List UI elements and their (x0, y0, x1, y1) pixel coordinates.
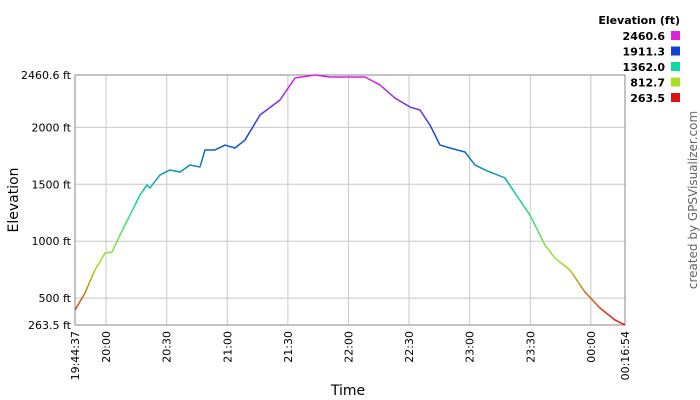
credit: created by GPSVisualizer.com (686, 111, 700, 289)
x-tick-label: 22:00 (342, 331, 355, 363)
y-tick-label: 2000 ft (32, 121, 72, 134)
y-axis-title: Elevation (6, 167, 22, 232)
legend-label: 263.5 (630, 92, 665, 105)
x-tick-label: 19:44:37 (69, 331, 82, 380)
legend-swatch (671, 62, 680, 71)
x-tick-label: 23:30 (524, 331, 537, 363)
legend-label: 1362.0 (623, 61, 666, 74)
x-tick-label: 20:00 (100, 331, 113, 363)
elevation-line (74, 74, 626, 326)
legend-label: 812.7 (630, 77, 665, 90)
plot-frame (74, 74, 626, 326)
x-axis-title: Time (330, 383, 365, 399)
legend-swatch (671, 31, 680, 40)
x-tick-label: 00:00 (585, 331, 598, 363)
x-tick-label: 23:00 (464, 331, 477, 363)
legend-label: 1911.3 (623, 46, 665, 59)
y-tick-label: 1500 ft (32, 178, 72, 191)
legend-title: Elevation (ft) (598, 14, 680, 27)
legend-swatch (671, 77, 680, 87)
legend-swatch (671, 46, 680, 56)
x-tick-label: 20:30 (161, 331, 174, 363)
y-tick-label: 2460.6 ft (21, 69, 72, 82)
y-tick-label: 1000 ft (32, 235, 72, 248)
y-tick-label: 263.5 ft (28, 319, 72, 332)
x-tick-label: 22:30 (403, 331, 416, 363)
x-tick-label: 00:16:54 (619, 331, 632, 380)
x-tick-label: 21:00 (221, 331, 234, 363)
y-tick-label: 500 ft (39, 292, 72, 305)
legend-label: 2460.6 (623, 30, 666, 43)
legend-swatch (671, 93, 680, 102)
x-tick-label: 21:30 (282, 331, 295, 363)
